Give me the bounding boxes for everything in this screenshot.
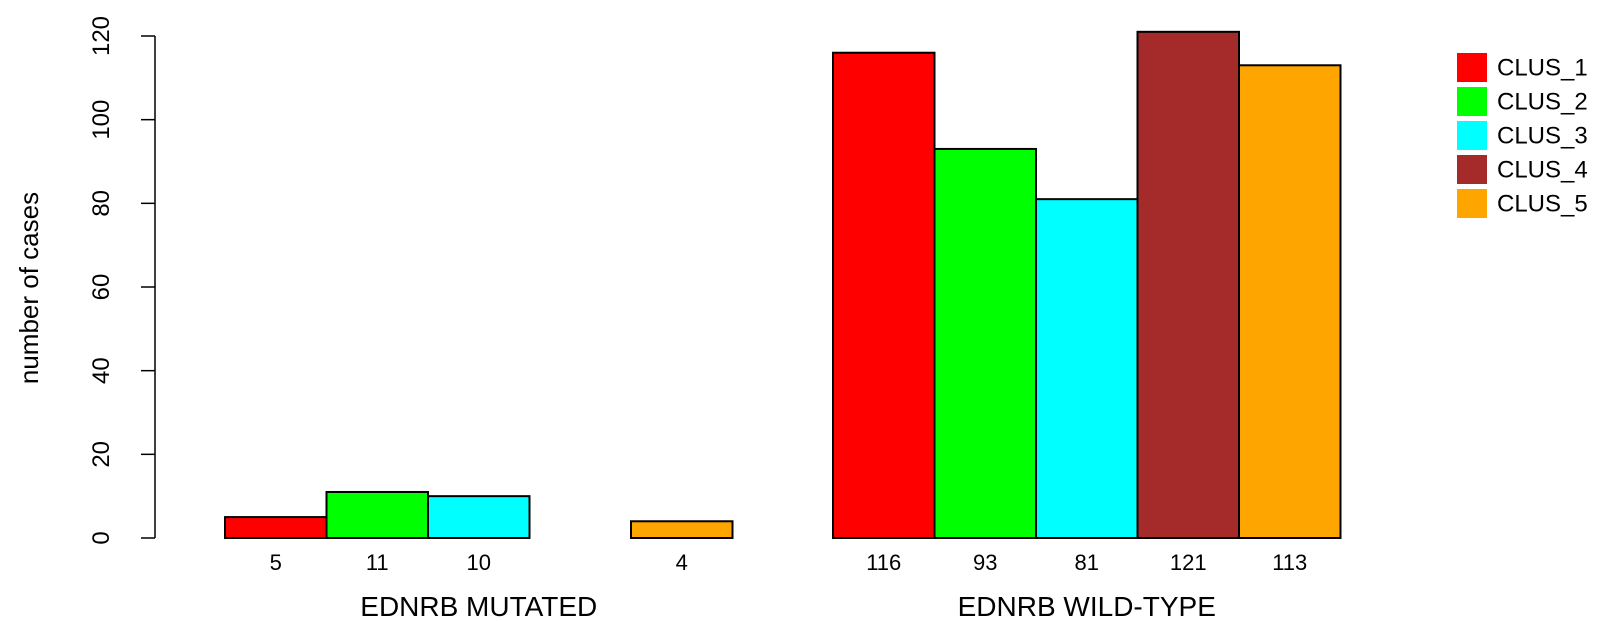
bar-wild-type-clus-4 [1136, 30, 1240, 539]
legend-swatch [1457, 121, 1487, 150]
legend-label: CLUS_4 [1497, 157, 1588, 184]
count-label: 113 [1272, 550, 1307, 575]
legend-swatch [1457, 189, 1487, 218]
y-tick-label: 100 [88, 100, 115, 140]
bar-wild-type-clus-5 [1238, 64, 1342, 540]
y-tick-label: 60 [88, 274, 115, 301]
bar-mutated-clus-2 [325, 490, 429, 540]
legend-swatch [1457, 53, 1487, 82]
y-tick-label: 0 [88, 531, 115, 544]
legend-label: CLUS_5 [1497, 191, 1588, 218]
y-tick-label: 40 [88, 357, 115, 384]
legend: CLUS_1 CLUS_2 CLUS_3 CLUS_4 CLUS_5 [1457, 53, 1588, 218]
count-label: 11 [366, 550, 389, 575]
count-label: 5 [270, 550, 282, 575]
count-label: 121 [1170, 550, 1207, 575]
bar-mutated-clus-3 [427, 495, 531, 539]
y-tick-label: 20 [88, 441, 115, 468]
bar-wild-type-clus-2 [933, 147, 1037, 539]
count-label: 93 [973, 550, 997, 575]
legend-label: CLUS_3 [1497, 123, 1588, 150]
y-axis: 0 20 40 60 80 100 120 [88, 16, 156, 545]
legend-swatch [1457, 155, 1487, 184]
group-label: EDNRB WILD-TYPE [958, 591, 1216, 621]
bar-wild-type-clus-3 [1035, 198, 1139, 539]
count-label: 81 [1075, 550, 1099, 575]
bar-mutated-clus-1 [224, 516, 328, 539]
y-axis-title: number of cases [14, 192, 44, 384]
y-tick-label: 80 [88, 190, 115, 217]
group-labels: EDNRB MUTATED EDNRB WILD-TYPE [360, 591, 1216, 621]
legend-swatch [1457, 87, 1487, 116]
bar-mutated-clus-5 [630, 520, 734, 539]
bar-wild-type-clus-1 [832, 51, 936, 539]
group-label: EDNRB MUTATED [360, 591, 597, 621]
count-label: 4 [676, 550, 688, 575]
legend-label: CLUS_1 [1497, 55, 1588, 82]
count-label: 10 [467, 550, 491, 575]
count-label: 116 [866, 550, 901, 575]
y-tick-label: 120 [88, 16, 115, 56]
count-labels: 5 11 10 4 116 93 81 121 113 [270, 550, 1308, 575]
bars [224, 30, 1342, 540]
legend-label: CLUS_2 [1497, 89, 1588, 116]
